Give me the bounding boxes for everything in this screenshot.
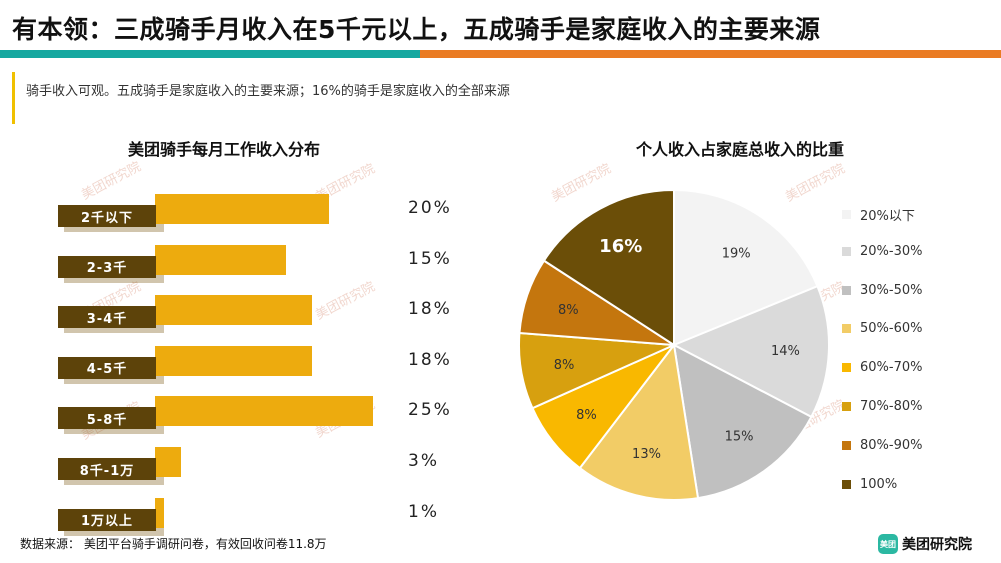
pie-slice-1	[671, 284, 830, 419]
category-label: 2-3千	[58, 255, 156, 278]
pie-value-label: 13%	[632, 447, 661, 462]
bar-2	[155, 295, 312, 326]
bar-value-label: 20%	[408, 198, 452, 218]
category-label: 3-4千	[58, 306, 156, 329]
pie-slice-2	[672, 343, 813, 500]
legend-swatch	[842, 440, 851, 450]
bar-value-label: 18%	[408, 349, 452, 370]
pie-slice-7	[542, 188, 675, 347]
legend-item: 60%-70%	[842, 360, 922, 375]
bar-value-label: 18%	[408, 299, 452, 320]
pie-value-label: 15%	[725, 430, 754, 445]
legend-item: 100%	[842, 477, 897, 492]
brand-logo: 美团 美团研究院	[878, 534, 972, 554]
legend-swatch	[842, 285, 851, 295]
legend-label: 20%以下	[860, 209, 915, 224]
pie-value-label: 19%	[722, 246, 751, 261]
bar-value-label: 25%	[408, 400, 452, 421]
legend-label: 70%-80%	[860, 399, 923, 414]
bar-value-label: 15%	[408, 248, 452, 269]
pie-value-label: 14%	[771, 344, 800, 359]
pie-value-label: 16%	[599, 236, 642, 257]
legend-item: 80%-90%	[842, 438, 922, 453]
bar-3	[155, 345, 312, 376]
category-label-shadow	[64, 426, 164, 435]
data-source-note: 数据来源： 美团平台骑手调研问卷，有效回收问卷11.8万	[20, 537, 327, 551]
pie-slice-0	[673, 188, 819, 347]
bar-5	[155, 447, 182, 477]
legend-label: 100%	[860, 476, 898, 492]
pie-value-label: 8%	[576, 408, 597, 423]
legend-label: 20%-30%	[860, 243, 923, 259]
category-label: 5-8千	[58, 407, 156, 430]
category-label-shadow	[64, 274, 164, 283]
legend-swatch	[842, 363, 851, 373]
bar-6	[155, 497, 164, 528]
legend-item: 30%-50%	[842, 283, 922, 298]
page-subtitle: 骑手收入可观。五成骑手是家庭收入的主要来源；16%的骑手是家庭收入的全部来源	[26, 84, 510, 99]
legend-swatch	[842, 246, 851, 256]
legend-swatch	[842, 479, 851, 489]
category-label-shadow	[64, 477, 164, 485]
legend-item: 70%-80%	[842, 399, 922, 414]
category-label: 4-5千	[58, 356, 156, 379]
title-underline-teal	[0, 50, 420, 58]
brand-logo-text: 美团研究院	[902, 537, 972, 553]
watermark: 美团研究院	[79, 159, 144, 204]
pie-value-label: 8%	[558, 303, 579, 318]
bar-4	[155, 396, 373, 427]
legend-label: 30%-50%	[860, 282, 923, 298]
category-label-shadow	[64, 325, 164, 334]
category-label: 8千-1万	[58, 458, 156, 480]
category-label: 2千以下	[58, 205, 156, 227]
bar-value-label: 1%	[408, 501, 439, 522]
subtitle-accent-mark	[12, 72, 15, 124]
bar-0	[155, 194, 329, 224]
legend-item: 20%以下	[842, 205, 915, 224]
category-label: 1万以上	[58, 508, 156, 531]
bar-value-label: 3%	[408, 451, 439, 471]
pie-value-label: 8%	[554, 358, 575, 373]
title-underline-orange	[420, 50, 1001, 58]
category-label-shadow	[64, 527, 164, 536]
meituan-logo-icon: 美团	[878, 534, 898, 554]
legend-item: 20%-30%	[842, 244, 922, 259]
legend-label: 60%-70%	[860, 360, 923, 376]
bar-1	[155, 244, 286, 275]
pie-slice-3	[578, 342, 700, 501]
share-pie-chart: 19% 14% 15% 13% 8% 8% 8% 16%	[518, 188, 830, 501]
category-label-shadow	[64, 224, 164, 232]
pie-chart-title: 个人收入占家庭总收入的比重	[636, 140, 845, 159]
legend-swatch	[842, 402, 851, 411]
category-label-shadow	[64, 375, 164, 384]
watermark: 美团研究院	[313, 279, 378, 324]
bar-chart-title: 美团骑手每月工作收入分布	[128, 140, 321, 159]
legend-label: 80%-90%	[860, 437, 923, 453]
page-title: 有本领：三成骑手月收入在5千元以上，五成骑手是家庭收入的主要来源	[12, 15, 821, 44]
legend-swatch	[842, 210, 851, 219]
legend-item: 50%-60%	[842, 321, 922, 336]
legend-label: 50%-60%	[860, 321, 923, 337]
legend-swatch	[842, 324, 851, 334]
